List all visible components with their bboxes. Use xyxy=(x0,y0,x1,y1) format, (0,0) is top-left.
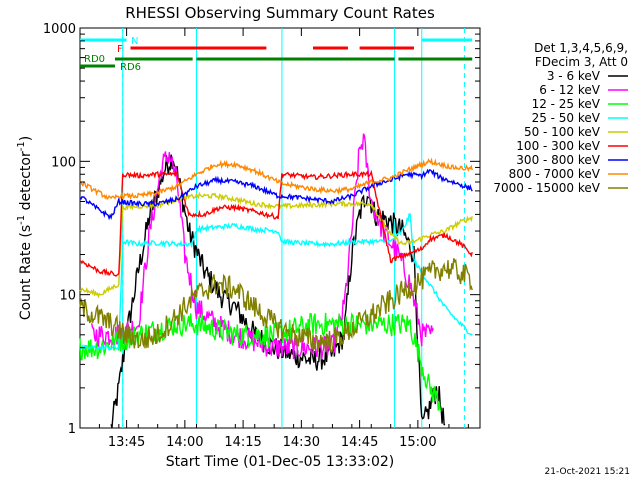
y-tick-label-2: 100 xyxy=(51,155,76,170)
legend: Det 1,3,4,5,6,9, FDecim 3, Att 0 3 - 6 k… xyxy=(493,41,628,195)
legend-header-line-2: FDecim 3, Att 0 xyxy=(535,55,628,69)
x-axis: 13:45 14:00 14:15 14:30 14:45 15:00 xyxy=(79,28,469,450)
series-lines xyxy=(79,133,473,428)
x-tick-label-0: 13:45 xyxy=(108,435,145,450)
x-axis-label: Start Time (01-Dec-05 13:33:02) xyxy=(166,454,394,470)
y-axis-label-main: Count Rate (s xyxy=(18,225,34,320)
series-line-8 xyxy=(79,258,473,353)
legend-label-6: 300 - 800 keV xyxy=(516,153,600,167)
legend-label-5: 100 - 300 keV xyxy=(516,139,600,153)
legend-label-3: 25 - 50 keV xyxy=(532,111,601,125)
y-tick-label-3: 1000 xyxy=(43,22,76,37)
night-flag-label: N xyxy=(131,36,138,47)
y-tick-label-1: 10 xyxy=(59,289,76,304)
series-line-3 xyxy=(79,213,473,353)
y-axis: 1 10 100 1000 xyxy=(43,22,480,437)
x-tick-label-1: 14:00 xyxy=(166,435,203,450)
legend-label-1: 6 - 12 keV xyxy=(539,83,601,97)
rd6-flag-label: RD6 xyxy=(120,62,141,73)
legend-label-7: 800 - 7000 keV xyxy=(509,167,601,181)
series-line-4 xyxy=(79,191,473,299)
x-tick-label-5: 15:00 xyxy=(399,435,436,450)
x-tick-label-2: 14:15 xyxy=(224,435,261,450)
series-line-5 xyxy=(79,169,473,277)
legend-label-8: 7000 - 15000 keV xyxy=(493,181,600,195)
plot-frame xyxy=(79,27,481,429)
legend-label-4: 50 - 100 keV xyxy=(524,125,601,139)
timestamp: 21-Oct-2021 15:21 xyxy=(545,467,630,477)
series-line-7 xyxy=(79,157,473,201)
series-line-2 xyxy=(79,312,442,412)
legend-header-line-1: Det 1,3,4,5,6,9, xyxy=(534,41,628,55)
y-tick-label-0: 1 xyxy=(68,422,76,437)
x-tick-label-4: 14:45 xyxy=(341,435,378,450)
plot-area xyxy=(79,27,481,429)
legend-label-2: 12 - 25 keV xyxy=(532,97,601,111)
y-axis-label-mid: detector xyxy=(18,151,34,215)
y-axis-label-sup1: -1 xyxy=(16,215,27,225)
y-axis-label: Count Rate (s-1 detector-1) xyxy=(16,136,34,320)
series-line-6 xyxy=(79,168,473,221)
rd0-flag-label: RD0 xyxy=(84,54,105,65)
x-tick-label-3: 14:30 xyxy=(283,435,320,450)
legend-label-0: 3 - 6 keV xyxy=(547,69,601,83)
y-axis-label-sup2: -1 xyxy=(16,141,27,151)
series-line-1 xyxy=(91,133,435,360)
y-axis-label-end: ) xyxy=(18,136,34,141)
flare-flag-label: F xyxy=(117,44,123,55)
chart-title: RHESSI Observing Summary Count Rates xyxy=(125,4,435,22)
vertical-marker-lines xyxy=(122,28,465,428)
flag-bars: NF RD0 RD6 xyxy=(80,36,473,73)
